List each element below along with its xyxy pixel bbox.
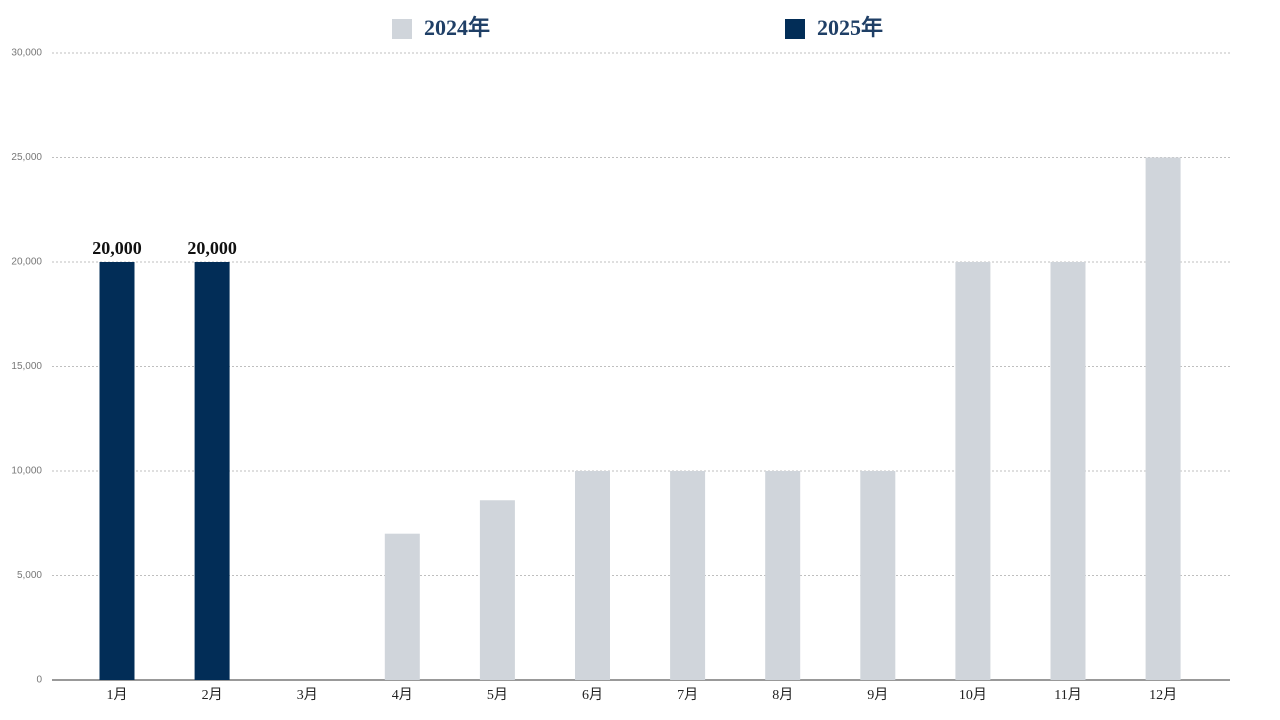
x-tick-label: 12月: [1149, 687, 1177, 703]
y-tick-label: 15,000: [11, 361, 42, 372]
y-tick-label: 20,000: [11, 257, 42, 268]
bar: [955, 262, 991, 680]
x-tick-label: 5月: [487, 687, 508, 703]
legend-label: 2024年: [424, 15, 490, 40]
y-tick-label: 25,000: [11, 152, 42, 163]
legend-label: 2025年: [817, 15, 883, 40]
bar: [860, 471, 896, 680]
y-tick-label: 0: [36, 675, 42, 686]
y-tick-label: 30,000: [11, 48, 42, 59]
x-tick-label: 6月: [582, 687, 603, 703]
bar: [765, 471, 801, 680]
x-tick-label: 4月: [392, 687, 413, 703]
x-tick-label: 11月: [1054, 687, 1081, 703]
bar: [1050, 262, 1086, 680]
x-tick-label: 1月: [107, 687, 128, 703]
bar: [99, 262, 135, 680]
bar: [1145, 157, 1181, 680]
bar: [670, 471, 706, 680]
bar: [479, 500, 515, 680]
x-tick-label: 3月: [297, 687, 318, 703]
bar: [194, 262, 230, 680]
bar: [575, 471, 610, 680]
x-tick-label: 8月: [772, 687, 793, 703]
y-tick-label: 10,000: [11, 466, 42, 477]
x-tick-label: 10月: [959, 687, 987, 703]
legend-swatch: [785, 19, 805, 39]
legend-swatch: [392, 19, 412, 39]
x-tick-label: 7月: [677, 687, 698, 703]
x-tick-label: 2月: [202, 687, 223, 703]
value-label: 20,000: [187, 238, 237, 258]
value-label: 20,000: [92, 238, 142, 258]
x-tick-label: 9月: [867, 687, 888, 703]
bar: [384, 533, 420, 680]
y-tick-label: 5,000: [17, 570, 42, 581]
